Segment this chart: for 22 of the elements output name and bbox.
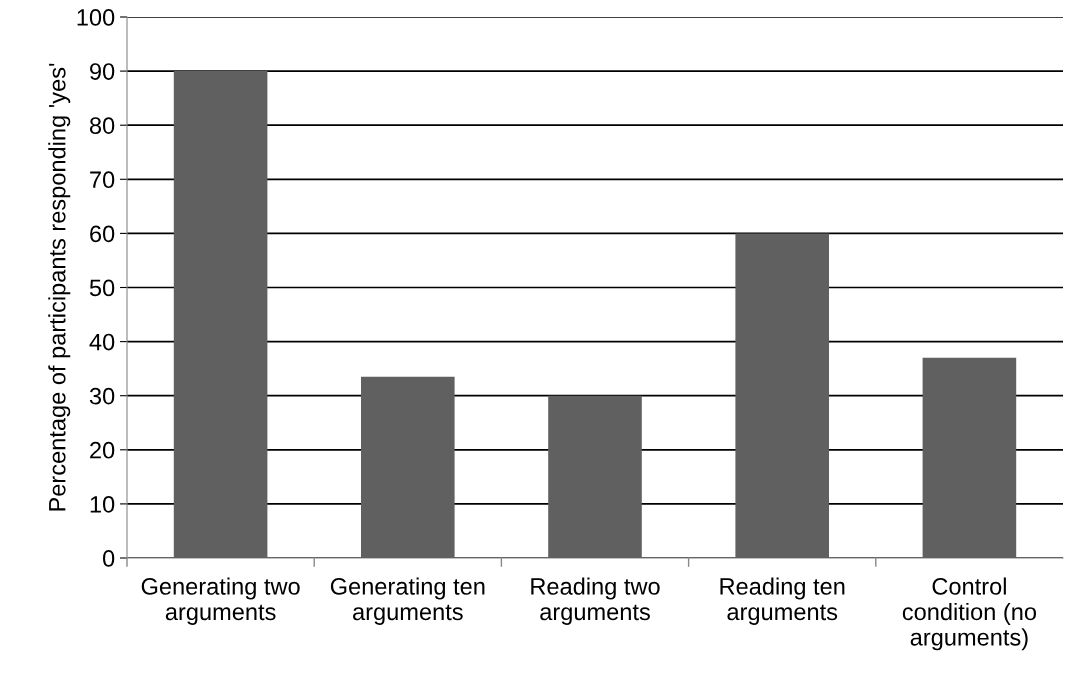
y-tick-label: 60 — [90, 225, 115, 243]
y-tick-label: 100 — [77, 9, 115, 26]
y-tick-label: 30 — [89, 387, 115, 405]
y-tick-label: 70 — [90, 171, 115, 189]
x-tick-label: Generating ten arguments — [330, 577, 485, 625]
y-tick-label: 50 — [89, 279, 115, 297]
y-axis-title: Percentage of participants responding 'yes' — [48, 63, 71, 511]
x-tick-label: Control condition (no arguments) — [902, 577, 1037, 651]
y-tick-label: 10 — [90, 495, 115, 513]
x-tick-label: Reading ten arguments — [720, 577, 845, 625]
y-tick-label: 0 — [102, 550, 115, 567]
bar — [735, 233, 829, 558]
x-tick-label: Generating two arguments — [141, 577, 300, 625]
bar — [922, 357, 1017, 558]
bar — [361, 376, 455, 558]
x-tick-label: Reading two arguments — [531, 577, 660, 625]
y-tick-label: 40 — [89, 333, 115, 351]
bar — [173, 71, 268, 558]
y-tick-label: 20 — [90, 441, 115, 459]
y-tick-label: 90 — [90, 63, 115, 80]
y-tick-label: 80 — [89, 117, 115, 134]
bar — [548, 395, 642, 558]
